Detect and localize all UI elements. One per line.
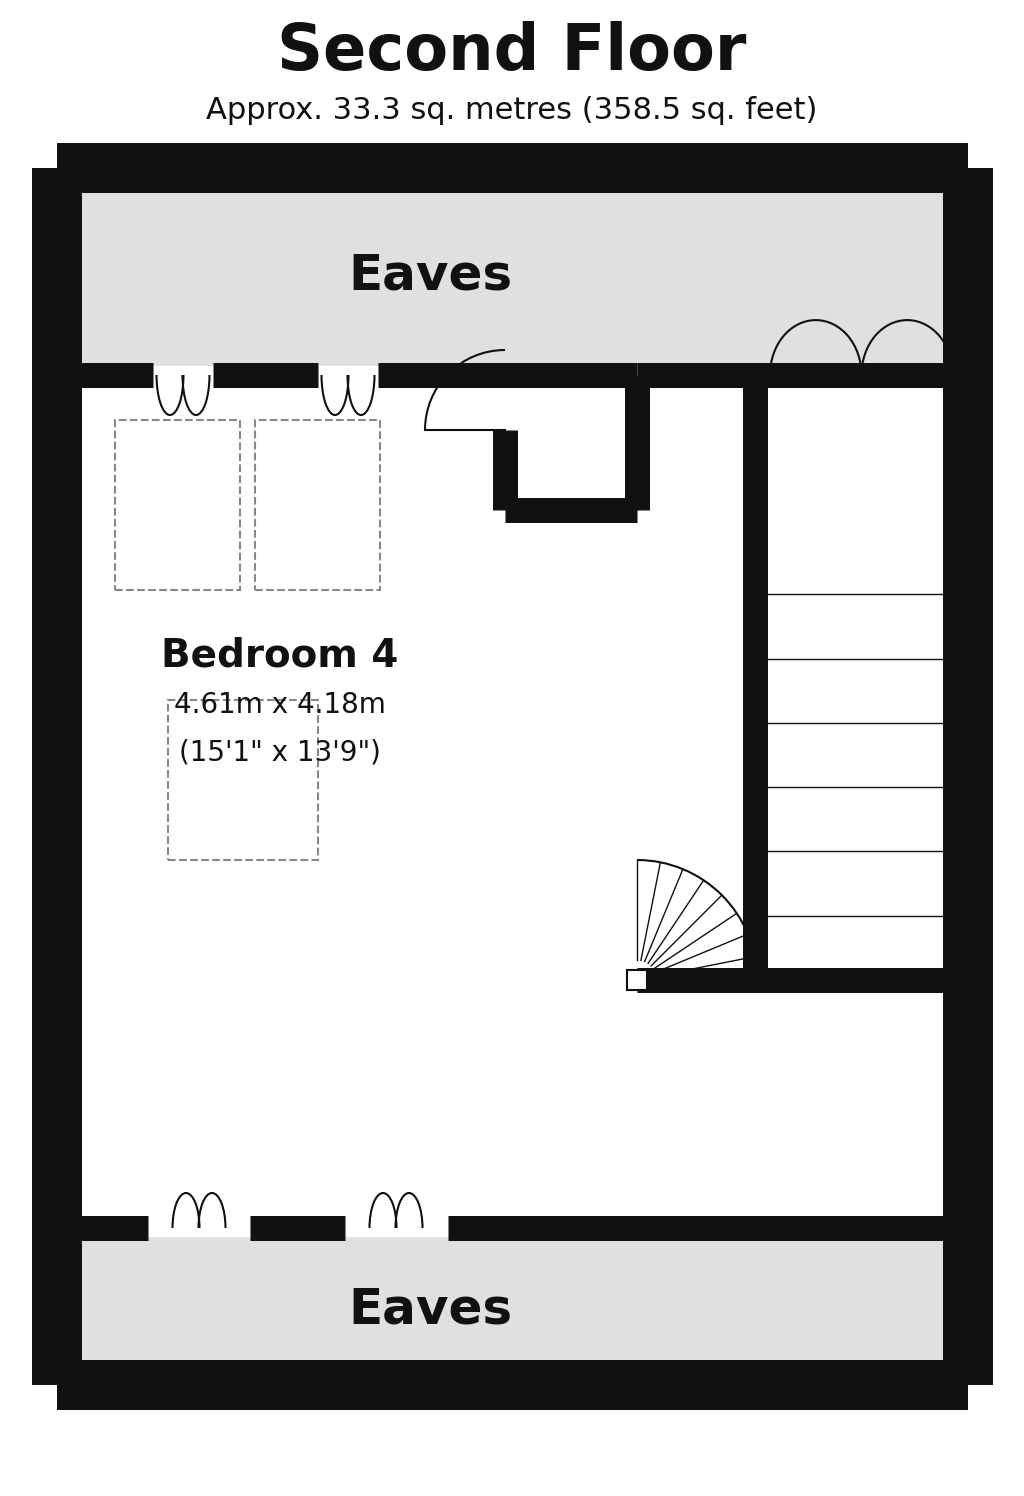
Text: Approx. 33.3 sq. metres (358.5 sq. feet): Approx. 33.3 sq. metres (358.5 sq. feet) — [206, 96, 818, 124]
Bar — [87, 197, 938, 1355]
Bar — [255, 420, 380, 589]
Bar — [75, 1237, 950, 1367]
Bar — [67, 178, 958, 1375]
Text: Eaves: Eaves — [348, 251, 512, 299]
Text: 4.61m x 4.18m: 4.61m x 4.18m — [174, 691, 386, 720]
Bar — [75, 186, 950, 367]
Bar — [57, 168, 968, 1385]
Text: Second Floor: Second Floor — [278, 21, 746, 82]
Bar — [77, 188, 948, 1364]
Bar — [75, 384, 628, 1219]
Text: (15'1" x 13'9"): (15'1" x 13'9") — [179, 738, 381, 766]
Text: Bedroom 4: Bedroom 4 — [162, 636, 398, 675]
Bar — [115, 420, 240, 589]
Text: Eaves: Eaves — [348, 1287, 512, 1334]
Bar — [646, 384, 950, 1237]
Bar — [168, 700, 318, 860]
Bar — [627, 969, 647, 990]
